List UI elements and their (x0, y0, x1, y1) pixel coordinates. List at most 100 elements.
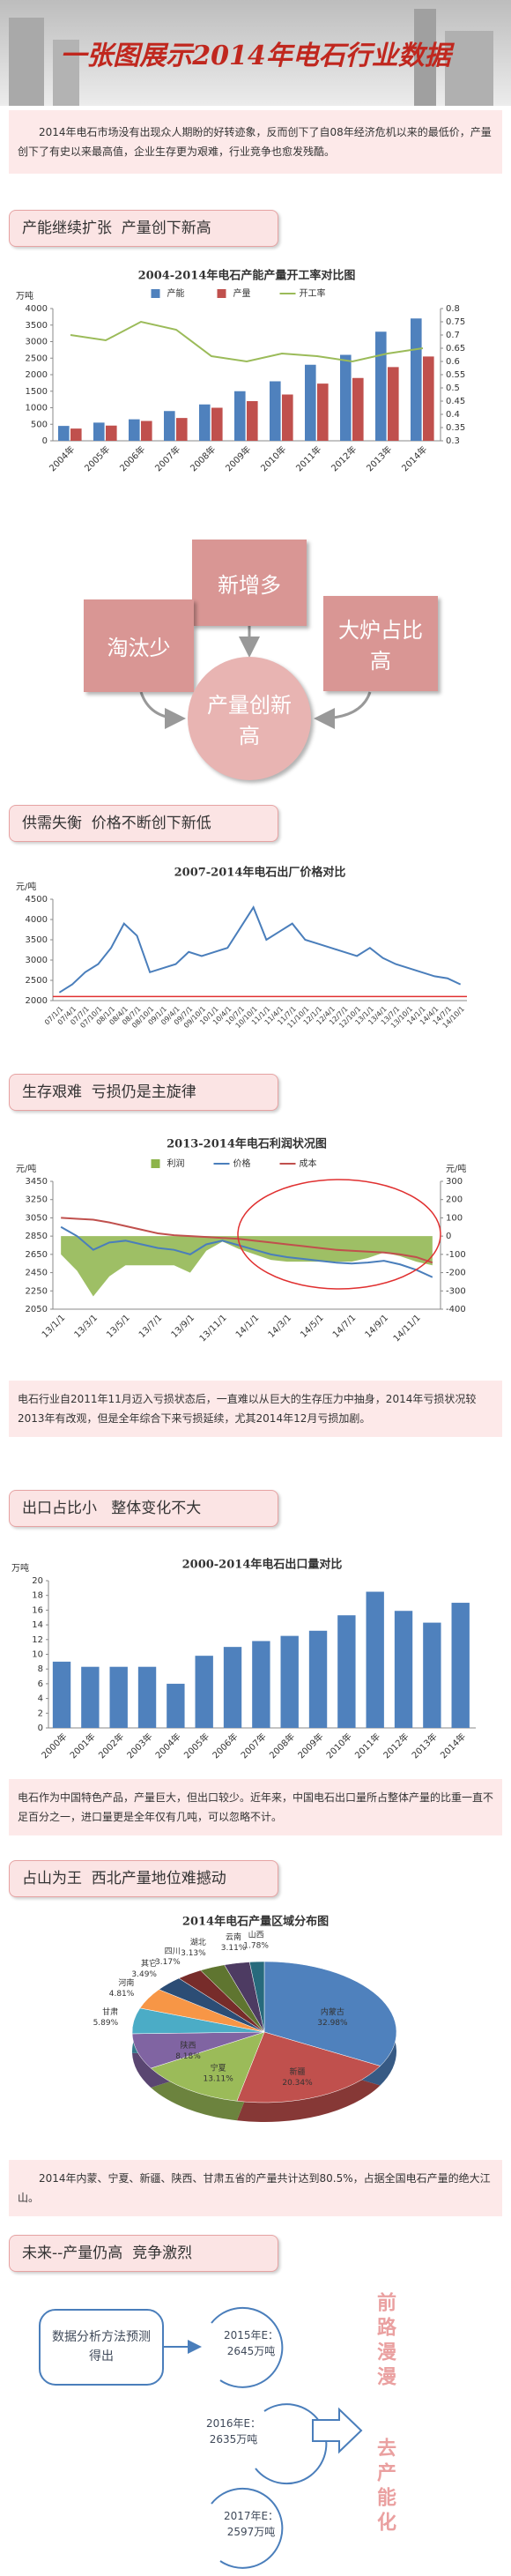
bar (375, 331, 387, 441)
y-tick-label: 2000 (26, 370, 48, 380)
pie-value-label: 1.78% (243, 1942, 269, 1951)
y-tick-label: 2850 (26, 1232, 48, 1241)
section-heading: 未来--产量仍高 竞争激烈 (9, 2235, 278, 2272)
bar (270, 381, 281, 441)
y2-tick-label: 100 (446, 1213, 463, 1223)
method-text: 数据分析方法预测得出 (52, 2330, 151, 2364)
x-tick-label: 13/5/1 (105, 1313, 132, 1340)
x-tick-label: 2006年 (210, 1731, 240, 1761)
y2-tick-label: 0.65 (446, 344, 465, 354)
legend-label: 开工率 (300, 287, 326, 299)
y-tick-label: 1500 (26, 387, 48, 397)
y2-axis-label: 元/吨 (446, 1163, 466, 1174)
pie-value-label: 32.98% (317, 2019, 348, 2028)
y-tick-label: 2000 (26, 996, 48, 1006)
bar (176, 418, 188, 441)
skyline (9, 9, 493, 106)
pie-label: 河南 (118, 1977, 134, 1988)
y-tick-label: 3050 (26, 1213, 48, 1223)
y2-tick-label: 0.75 (446, 317, 465, 327)
bar (423, 1622, 441, 1728)
bar (247, 401, 258, 441)
y2-tick-label: 0.3 (446, 436, 460, 446)
x-tick-label: 2008年 (188, 443, 218, 473)
pie-label: 云南 (226, 1932, 241, 1942)
y2-tick-label: 0.35 (446, 423, 465, 433)
bar (337, 1615, 356, 1728)
pie-value-label: 3.13% (181, 1949, 206, 1958)
pie-label: 宁夏 (211, 2063, 226, 2073)
x-tick-label: 2010年 (258, 443, 288, 473)
x-tick-label: 13/7/1 (137, 1313, 165, 1340)
bar (81, 1666, 100, 1728)
bar (305, 364, 316, 441)
chart: 2000-2014年电石出口量对比 万吨 0 2 4 6 8 10 12 14 16 18 20 2000… (11, 1558, 476, 1761)
line (60, 1225, 433, 1278)
y-tick-label: 2 (38, 1709, 43, 1718)
pie-slice (248, 1961, 265, 2033)
line (61, 1217, 433, 1264)
x-tick-label: 2009年 (223, 443, 253, 473)
highlight-ellipse (237, 1179, 441, 1290)
bar (411, 318, 422, 441)
pie-value-label: 3.11% (221, 1944, 247, 1953)
pie-value-label: 13.11% (203, 2075, 233, 2084)
chart-title: 2004-2014年电石产能产量开工率对比图 (138, 269, 356, 283)
bar (252, 1641, 270, 1728)
x-tick-label: 14/3/1 (267, 1313, 294, 1340)
ring (211, 2306, 284, 2388)
y-tick-label: 4 (38, 1694, 43, 1704)
pie-value-label: 3.49% (131, 1970, 157, 1979)
x-tick-label: 14/7/1 (331, 1313, 359, 1340)
y-tick-label: 2500 (26, 976, 48, 986)
y-tick-label: 16 (32, 1605, 43, 1615)
bar (164, 411, 175, 441)
pie-label: 四川 (165, 1947, 181, 1956)
building (9, 18, 44, 106)
pie-label: 内蒙古 (321, 2006, 344, 2017)
y-tick-label: 2050 (26, 1305, 48, 1314)
x-tick-label: 2007年 (152, 443, 182, 473)
y-tick-label: 6 (38, 1679, 43, 1689)
hollow-arrow (312, 2407, 363, 2454)
y2-tick-label: 0.4 (446, 410, 460, 420)
x-tick-label: 2009年 (295, 1731, 325, 1761)
pie-slice (236, 2031, 381, 2103)
page-title: 一张图展示2014年电石行业数据 (60, 41, 451, 71)
legend-label: 产能 (167, 287, 185, 299)
x-tick-label: 2007年 (238, 1731, 268, 1761)
x-tick-label: 2013年 (364, 443, 394, 473)
y-tick-label: 14 (32, 1620, 43, 1630)
y-tick-label: 4500 (26, 895, 48, 905)
note-text: 电石作为中国特色产品，产量巨大，但出口较少。近年来，中国电石出口量所占整体产量的… (9, 1779, 502, 1835)
area (61, 1236, 433, 1297)
x-tick-label: 2010年 (323, 1731, 353, 1761)
y-tick-label: 3450 (26, 1177, 48, 1187)
y-tick-label: 10 (32, 1650, 43, 1660)
factor-box: 新增多 (192, 540, 307, 626)
bar (70, 428, 82, 441)
bar (141, 421, 152, 441)
bar (280, 1635, 299, 1728)
x-tick-label: 2011年 (293, 443, 323, 473)
y-tick-label: 2500 (26, 354, 48, 363)
x-tick-label: 2006年 (117, 443, 147, 473)
y-tick-label: 500 (31, 420, 48, 429)
y-tick-label: 4000 (26, 304, 48, 314)
x-tick-label: 2003年 (124, 1731, 154, 1761)
result-circle: 产量创新高 (188, 657, 311, 780)
x-tick-label: 2004年 (47, 443, 77, 473)
x-tick-label: 13/11/1 (198, 1313, 229, 1344)
y2-tick-label: 200 (446, 1195, 463, 1205)
forecast-year: 2017年E： (223, 2510, 279, 2522)
y-tick-label: 2650 (26, 1250, 48, 1260)
side-text: 前路漫漫 (374, 2292, 396, 2391)
x-tick-label: 2004年 (152, 1731, 182, 1761)
y2-tick-label: -200 (446, 1269, 466, 1278)
building (53, 40, 79, 106)
y-tick-label: 3000 (26, 338, 48, 347)
pie-label: 湖北 (190, 1938, 206, 1947)
